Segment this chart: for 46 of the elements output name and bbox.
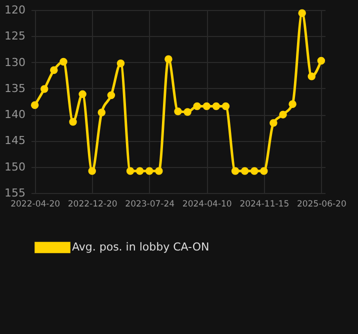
point	[288, 100, 296, 108]
legend-label: Avg. pos. in lobby CA-ON	[72, 240, 210, 254]
y-tick-label: 135	[4, 82, 26, 95]
point	[78, 90, 86, 98]
point	[145, 167, 154, 175]
point	[240, 167, 249, 175]
point	[88, 167, 96, 175]
point	[50, 66, 58, 74]
x-tick-label: 2024-11-15	[240, 200, 290, 210]
point	[202, 102, 211, 110]
point	[231, 167, 240, 175]
y-tick-label: 150	[4, 160, 26, 174]
point	[298, 9, 306, 18]
y-tick-label: 140	[4, 108, 26, 122]
point	[174, 108, 182, 116]
y-tick-label: 145	[4, 134, 26, 148]
x-tick-label: 2023-07-24	[125, 200, 175, 210]
x-tick-label: 2022-04-20	[10, 200, 60, 210]
y-tick-label: 120	[4, 4, 26, 16]
point	[308, 72, 316, 80]
point	[136, 167, 144, 175]
y-tick-label: 125	[4, 30, 26, 43]
point	[98, 108, 106, 116]
point	[260, 167, 268, 175]
point	[193, 102, 201, 110]
point	[30, 101, 39, 110]
point	[126, 167, 134, 175]
point	[107, 91, 116, 100]
y-tick-label: 130	[4, 56, 26, 69]
point	[40, 85, 48, 93]
point	[317, 56, 326, 65]
x-tick-label: 2024-04-10	[182, 200, 232, 210]
point	[116, 59, 125, 68]
x-tick-label: 2022-12-20	[68, 200, 118, 210]
point	[60, 58, 68, 66]
point	[155, 167, 163, 175]
x-tick-label: 2025-06-20	[296, 200, 346, 210]
point	[69, 118, 77, 126]
y-tick-label: 155	[4, 186, 26, 200]
point	[164, 55, 172, 64]
point	[212, 102, 220, 110]
point	[270, 119, 278, 127]
point	[279, 110, 287, 118]
point	[184, 108, 192, 116]
point	[222, 102, 230, 110]
point	[250, 167, 258, 175]
